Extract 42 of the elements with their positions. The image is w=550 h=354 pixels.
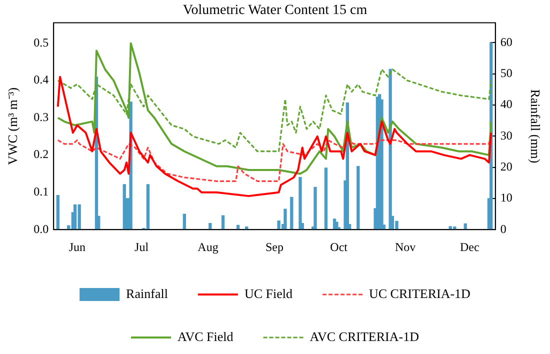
bar — [78, 204, 81, 230]
bar — [56, 195, 60, 230]
y-tick-label: 0.1 — [34, 184, 49, 198]
legend-label: AVC Field — [178, 328, 234, 344]
bar — [182, 214, 186, 230]
x-tick-label: Jul — [134, 240, 150, 254]
legend-label: AVC CRITERIA-1D — [310, 328, 419, 344]
bar — [146, 184, 150, 230]
bar — [290, 196, 294, 230]
bar — [284, 208, 287, 230]
legend-label: Rainfall — [126, 286, 168, 301]
bar — [335, 222, 338, 230]
y2-axis-title: Rainfall (mm) — [528, 89, 543, 164]
y2-tick-label: 10 — [500, 190, 512, 205]
bar — [356, 166, 360, 230]
y-axis-title: VWC (m³ m⁻³) — [5, 87, 20, 165]
y2-tick-label: 50 — [500, 66, 512, 80]
bar — [221, 215, 225, 230]
bar — [314, 186, 317, 230]
legend-label: UC CRITERIA-1D — [368, 286, 470, 301]
x-tick-label: Dec — [460, 240, 480, 254]
bar — [298, 176, 302, 230]
x-tick-label: Aug — [198, 240, 218, 254]
y-tick-label: 0.5 — [34, 35, 49, 50]
y2-tick-label: 20 — [500, 159, 512, 174]
legend-label: UC Field — [244, 286, 293, 301]
y-tick-label: 0.2 — [34, 147, 49, 162]
x-tick-label: Oct — [330, 240, 348, 254]
bar — [277, 220, 280, 230]
y-tick-label: 0.0 — [34, 222, 49, 236]
y2-tick-label: 40 — [500, 97, 512, 112]
y-tick-label: 0.4 — [34, 72, 49, 87]
bar — [73, 204, 77, 230]
x-tick-label: Jun — [68, 240, 86, 254]
y2-tick-label: 0 — [500, 222, 506, 236]
y2-tick-label: 60 — [500, 34, 512, 49]
x-tick-label: Nov — [394, 240, 416, 254]
y-tick-label: 0.3 — [34, 110, 49, 124]
chart-title: Volumetric Water Content 15 cm — [182, 3, 368, 18]
y2-tick-label: 30 — [500, 128, 512, 142]
x-tick-label: Sep — [266, 240, 284, 254]
bar — [324, 168, 328, 230]
